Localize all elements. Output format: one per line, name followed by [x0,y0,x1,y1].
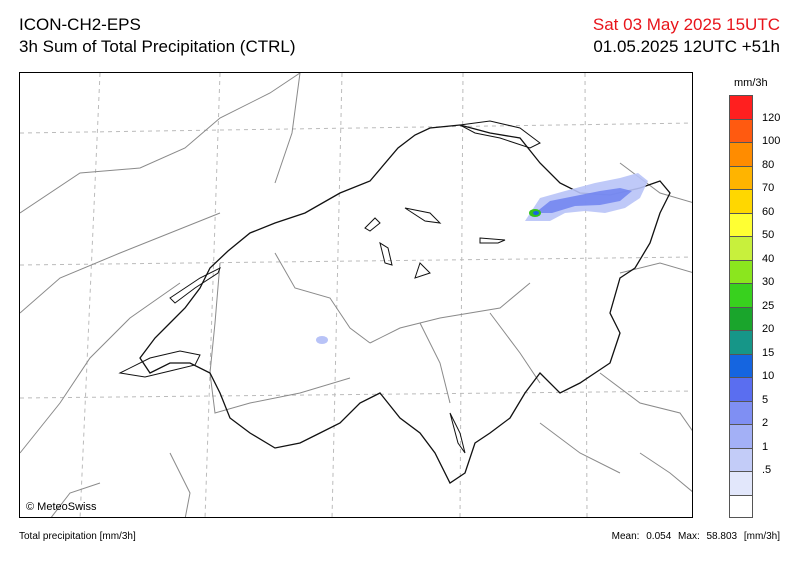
max-label: Max: [678,531,700,542]
legend-tick-label: 2 [762,417,769,429]
legend-swatch [729,236,753,260]
max-unit: [mm/3h] [743,531,780,542]
time-block: Sat 03 May 2025 15UTC 01.05.2025 12UTC +… [593,14,780,58]
product-name: 3h Sum of Total Precipitation (CTRL) [19,37,296,56]
legend-swatch [729,118,753,142]
precip-cell-max-inner [533,211,539,215]
legend-tick-label: 50 [762,229,775,241]
small-lakes [364,207,506,454]
legend-swatch [729,353,753,377]
legend-tick-label: 1 [762,440,769,453]
legend-swatch [729,95,753,119]
legend-tick-label: 80 [762,158,775,171]
color-legend [729,95,753,518]
legend-tick-label: 20 [762,323,775,335]
legend-swatch [729,447,753,471]
legend-swatch [729,400,753,424]
legend-unit: mm/3h [734,77,768,89]
legend-tick-label: 40 [762,252,775,265]
legend-tick-label: 10 [762,370,775,382]
legend-tick-label: 100 [762,135,781,147]
region-borders [20,73,692,517]
legend-swatch [729,377,753,401]
legend-swatch [729,330,753,354]
map-panel[interactable]: © MeteoSwiss [19,72,693,518]
legend-swatch [729,165,753,189]
model-name: ICON-CH2-EPS [19,15,141,34]
footer-stats: Mean: 0.054 Max: 58.803 [mm/3h] [608,531,780,542]
mean-label: Mean: [611,531,640,542]
title-block: ICON-CH2-EPS 3h Sum of Total Precipitati… [19,14,296,58]
legend-swatch [729,142,753,166]
legend-swatch [729,212,753,236]
lake-neuchatel [169,266,221,304]
lake-constance [458,120,541,149]
switzerland-border [139,124,671,484]
legend-swatch [729,306,753,330]
mean-value: 0.054 [646,531,672,542]
legend-swatch [729,471,753,495]
legend-swatch [729,259,753,283]
legend-tick-label: 25 [762,299,775,312]
legend-tick-label: 15 [762,346,775,359]
precipitation-field [316,173,648,344]
legend-tick-label: 60 [762,205,775,218]
legend-swatch [729,283,753,307]
graticule [20,73,692,517]
legend-tick-label: 30 [762,276,775,288]
lake-geneva [118,350,201,378]
footer-variable: Total precipitation [mm/3h] [19,531,136,542]
legend-swatch [729,494,753,518]
legend-tick-label: 70 [762,182,775,194]
legend-tick-label: .5 [762,464,772,476]
legend-tick-label: 5 [762,393,769,406]
legend-tick-label: 120 [762,111,781,124]
valid-time: Sat 03 May 2025 15UTC [592,15,780,34]
max-value: 58.803 [706,531,738,542]
precip-area-northeast-core [535,188,632,213]
legend-swatch [729,189,753,213]
map-canvas [20,73,692,517]
legend-swatch [729,424,753,448]
copyright-label: © MeteoSwiss [26,501,97,513]
run-time: 01.05.2025 12UTC +51h [593,37,780,56]
precip-cell-west [316,336,328,344]
